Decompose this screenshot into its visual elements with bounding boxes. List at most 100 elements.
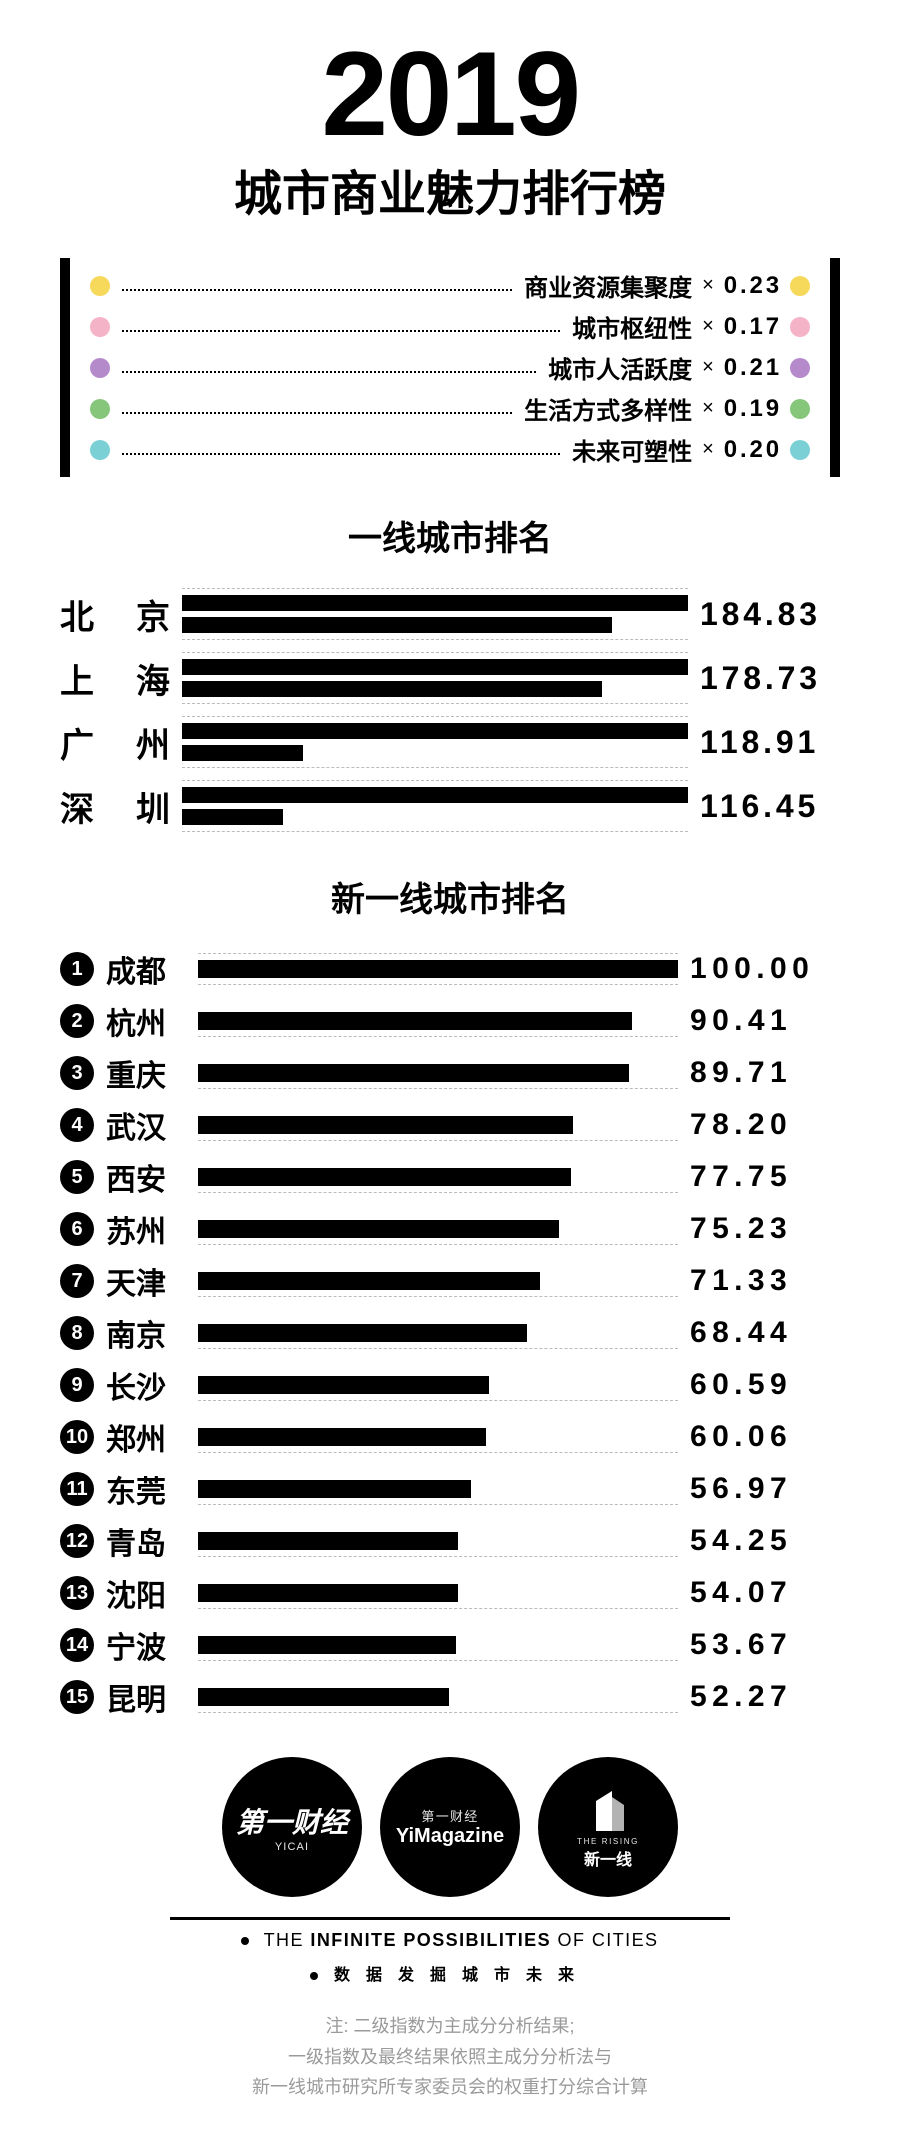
tier1-city-name: 北京 — [60, 590, 170, 639]
tier2-bar — [198, 1376, 489, 1394]
legend-row: 生活方式多样性 × 0.19 — [90, 391, 810, 426]
tier2-bar — [198, 1064, 629, 1082]
tier1-bar-b — [182, 745, 303, 761]
tier2-city-name: 成都 — [106, 947, 186, 991]
legend-dot — [90, 440, 110, 460]
tier1-value: 116.45 — [700, 788, 840, 825]
tier2-row: 12青岛54.25 — [60, 1515, 840, 1567]
tier2-chart: 1成都100.002杭州90.413重庆89.714武汉78.205西安77.7… — [60, 943, 840, 1723]
tier2-bar-wrap — [198, 1318, 678, 1349]
tier1-bars — [182, 588, 688, 640]
tier2-row: 4武汉78.20 — [60, 1099, 840, 1151]
tier2-bar-wrap — [198, 1630, 678, 1661]
tier1-heading: 一线城市排名 — [60, 511, 840, 560]
legend-weight: 0.21 — [724, 354, 782, 382]
tier2-city-name: 杭州 — [106, 999, 186, 1043]
tier2-bar-wrap — [198, 1266, 678, 1297]
rank-badge: 10 — [60, 1420, 94, 1454]
tier2-bar-wrap — [198, 953, 678, 985]
tier2-value: 56.97 — [690, 1472, 840, 1506]
tier2-row: 15昆明52.27 — [60, 1671, 840, 1723]
rank-badge: 11 — [60, 1472, 94, 1506]
legend-dot — [790, 358, 810, 378]
legend-dot — [90, 317, 110, 337]
bullet-icon — [310, 1972, 318, 1980]
tier2-row: 11东莞56.97 — [60, 1463, 840, 1515]
tier2-bar-wrap — [198, 1682, 678, 1713]
tier1-bar-a — [182, 595, 688, 611]
rank-badge: 1 — [60, 952, 94, 986]
tier2-bar-wrap — [198, 1214, 678, 1245]
tagline: THE INFINITE POSSIBILITIES OF CITIES 数据发… — [170, 1917, 730, 1985]
rank-badge: 6 — [60, 1212, 94, 1246]
logo-rising: THE RISING 新一线 — [538, 1757, 678, 1897]
logo-yicai: 第一财经 YICAI — [222, 1757, 362, 1897]
legend-label: 商业资源集聚度 — [524, 268, 692, 303]
legend-label: 生活方式多样性 — [524, 391, 692, 426]
tier2-value: 53.67 — [690, 1628, 840, 1662]
tier2-row: 9长沙60.59 — [60, 1359, 840, 1411]
tier2-value: 54.25 — [690, 1524, 840, 1558]
tier2-bar-wrap — [198, 1110, 678, 1141]
legend-dot — [790, 276, 810, 296]
logo-yimag-line1: 第一财经 — [421, 1806, 478, 1825]
tier2-bar-wrap — [198, 1578, 678, 1609]
rank-badge: 5 — [60, 1160, 94, 1194]
logo-yimagazine: 第一财经 YiMagazine — [380, 1757, 520, 1897]
tier1-value: 184.83 — [700, 596, 840, 633]
tier2-city-name: 重庆 — [106, 1051, 186, 1095]
legend-row: 城市枢纽性×0.17 — [90, 309, 810, 344]
tier2-value: 68.44 — [690, 1316, 840, 1350]
tier1-row: 广州118.91 — [60, 710, 840, 774]
tier2-bar — [198, 1428, 486, 1446]
tier1-city-name: 深圳 — [60, 782, 170, 831]
tier2-row: 1成都100.00 — [60, 943, 840, 995]
tier1-bar-b — [182, 617, 612, 633]
tier2-bar — [198, 1532, 458, 1550]
rank-badge: 7 — [60, 1264, 94, 1298]
tier1-bar-a — [182, 659, 688, 675]
legend-row: 未来可塑性×0.20 — [90, 432, 810, 467]
legend-weight: 0.23 — [724, 272, 782, 300]
tier2-city-name: 昆明 — [106, 1675, 186, 1719]
legend-leaders — [122, 412, 512, 414]
tier2-row: 8南京68.44 — [60, 1307, 840, 1359]
tier2-bar — [198, 1324, 527, 1342]
footnote: 注: 二级指数为主成分分析结果; 一级指数及最终结果依照主成分分析法与 新一线城… — [60, 2011, 840, 2103]
legend-label: 城市人活跃度 — [548, 350, 692, 385]
tier1-bars — [182, 652, 688, 704]
legend-weight: 0.19 — [724, 395, 782, 423]
tier2-bar — [198, 1012, 632, 1030]
tier2-bar — [198, 1688, 449, 1706]
legend-multiply-icon: × — [702, 397, 714, 420]
tier2-row: 5西安77.75 — [60, 1151, 840, 1203]
legend-dot — [90, 276, 110, 296]
tier2-row: 6苏州75.23 — [60, 1203, 840, 1255]
tier2-heading: 新一线城市排名 — [60, 872, 840, 921]
legend-leaders — [122, 330, 560, 332]
rank-badge: 13 — [60, 1576, 94, 1610]
rank-badge: 3 — [60, 1056, 94, 1090]
tier1-bar-a — [182, 723, 688, 739]
tier1-row: 北京 184.83 — [60, 582, 840, 646]
tier2-bar — [198, 1272, 540, 1290]
tier2-row: 10郑州60.06 — [60, 1411, 840, 1463]
legend-multiply-icon: × — [702, 274, 714, 297]
title-year: 2019 — [60, 40, 840, 148]
tagline-en-bold: INFINITE POSSIBILITIES — [310, 1930, 557, 1950]
logo-rising-en: THE RISING — [577, 1837, 639, 1846]
tier2-value: 90.41 — [690, 1004, 840, 1038]
tier2-bar-wrap — [198, 1006, 678, 1037]
tier2-value: 75.23 — [690, 1212, 840, 1246]
tier2-value: 60.06 — [690, 1420, 840, 1454]
tier2-row: 7天津71.33 — [60, 1255, 840, 1307]
tier1-chart: 北京184.83上海178.73广州118.91深圳116.45 — [60, 582, 840, 838]
rank-badge: 9 — [60, 1368, 94, 1402]
tier2-city-name: 南京 — [106, 1311, 186, 1355]
tier1-city-name: 上海 — [60, 654, 170, 703]
legend-leaders — [122, 289, 512, 291]
rank-badge: 14 — [60, 1628, 94, 1662]
tier2-bar — [198, 1636, 456, 1654]
tier1-row: 深圳 116.45 — [60, 774, 840, 838]
legend-row: 城市人活跃度×0.21 — [90, 350, 810, 385]
